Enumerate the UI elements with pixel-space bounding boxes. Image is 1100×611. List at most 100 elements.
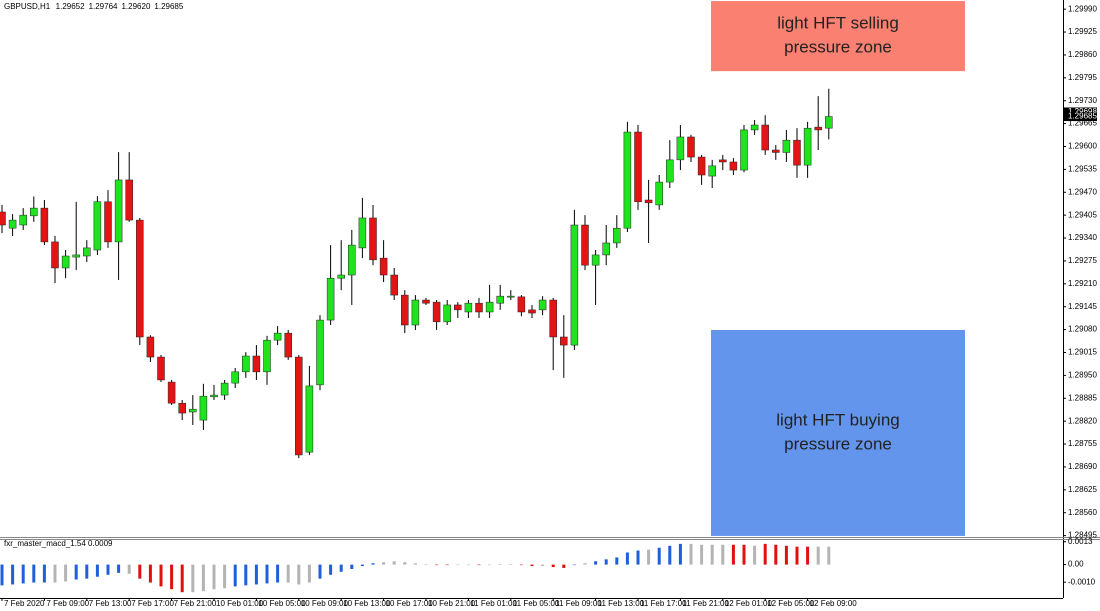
x-tick-label: 11 Feb 17:00 — [640, 599, 687, 608]
candle-body — [8, 219, 17, 229]
candle-body — [666, 159, 674, 183]
candle-body — [591, 254, 600, 266]
histogram-bar — [350, 564, 354, 569]
histogram-bar — [127, 564, 131, 574]
x-tick-label: 7 Feb 21:00 — [174, 599, 217, 608]
zone-label: pressure zone — [784, 434, 892, 453]
candle-body — [750, 124, 759, 131]
candle-body — [146, 336, 155, 358]
histogram-bar — [763, 543, 767, 565]
bid-price-label: 1.29685 — [1068, 112, 1097, 121]
candle-body — [263, 339, 271, 373]
candle-body — [252, 355, 261, 373]
candle-body — [782, 139, 791, 153]
candle-body — [613, 227, 621, 244]
candle-body — [295, 356, 303, 456]
candle-body — [284, 332, 292, 358]
candle-body — [178, 402, 186, 414]
last-high: 1.29764 — [89, 2, 118, 11]
last-low: 1.29620 — [121, 2, 150, 11]
histogram-bar — [360, 564, 364, 567]
histogram-bar — [403, 562, 407, 565]
last-open: 1.29652 — [56, 2, 85, 11]
candle-body — [538, 299, 547, 311]
y-tick-label: 1.28495 — [1068, 531, 1097, 540]
candle-body — [708, 165, 716, 177]
y-tick-label: 1.29990 — [1068, 4, 1097, 13]
candle-body — [517, 296, 526, 313]
zones: light HFT selling pressure zone light HFT … — [711, 1, 965, 536]
candle-body — [61, 255, 70, 269]
candle-body — [411, 299, 420, 326]
histogram-bar — [774, 544, 778, 565]
candle-body — [623, 131, 632, 229]
histogram-bar — [117, 564, 121, 573]
histogram-bar — [488, 564, 492, 566]
histogram-bar — [254, 564, 258, 585]
x-tick-label: 12 Feb 05:00 — [767, 599, 815, 608]
histogram-bar — [371, 563, 375, 565]
candle-body — [549, 299, 557, 338]
histogram-bar — [498, 564, 502, 565]
histogram-bar — [445, 564, 449, 566]
histogram-bar — [233, 564, 237, 587]
histogram-bar — [519, 564, 523, 566]
histogram-bar — [583, 563, 587, 565]
x-tick-label: 11 Feb 21:00 — [682, 599, 729, 608]
y-tick-label: 1.28885 — [1068, 393, 1097, 402]
candle-body — [475, 302, 483, 313]
zone-label: light HFT selling — [777, 14, 899, 33]
histogram-bar — [286, 564, 290, 583]
histogram-bar — [551, 564, 555, 568]
x-tick-label: 11 Feb 01:00 — [470, 599, 517, 608]
candle-body — [655, 181, 663, 206]
last-close: 1.29685 — [154, 2, 183, 11]
y-tick-label: 1.29795 — [1068, 73, 1097, 82]
candle-body — [358, 217, 367, 249]
candle-body — [136, 219, 144, 338]
candle-body — [189, 408, 197, 413]
histogram-bar — [64, 564, 68, 582]
candle-body — [93, 201, 102, 251]
histogram-bar — [148, 564, 152, 583]
y-tick-label: 1.29340 — [1068, 233, 1097, 242]
candle-body — [814, 126, 822, 131]
candle-body — [114, 179, 123, 243]
candle-body — [644, 199, 653, 204]
candle-body — [401, 294, 409, 326]
candle-body — [231, 371, 239, 384]
x-tick-label: 10 Feb 13:00 — [343, 599, 391, 608]
histogram-bar — [731, 544, 735, 565]
histogram-bar — [700, 544, 704, 565]
histogram-bar — [477, 564, 481, 566]
histogram-bar — [562, 564, 566, 568]
candle-body — [51, 241, 59, 269]
histogram-bar — [0, 564, 4, 586]
histogram-bar — [159, 564, 163, 587]
histogram-bar — [53, 564, 57, 583]
zone-label: pressure zone — [784, 38, 892, 57]
histogram-bar — [806, 546, 810, 565]
zone — [711, 1, 965, 72]
y-tick-label: 1.29665 — [1068, 119, 1097, 128]
histogram-bar — [212, 564, 216, 590]
candle-body — [220, 382, 229, 396]
x-tick-label: 10 Feb 21:00 — [428, 599, 476, 608]
indicator-tick-label: 0.00 — [1068, 560, 1084, 569]
histogram-bar — [95, 564, 99, 577]
candle-body — [199, 395, 208, 421]
histogram-bar — [329, 564, 333, 575]
x-tick-label: 12 Feb 09:00 — [810, 599, 858, 608]
candle-body — [72, 254, 80, 258]
histogram-bar — [615, 557, 619, 565]
y-tick-label: 1.28755 — [1068, 439, 1097, 448]
histogram-bar — [382, 562, 386, 565]
ask-price-label-box — [1064, 107, 1097, 117]
candle-body — [326, 277, 335, 321]
y-tick-label: 1.28820 — [1068, 416, 1097, 425]
histogram-bar — [223, 564, 227, 589]
histogram-bar — [604, 559, 608, 565]
candle-body — [104, 201, 112, 243]
candle-body — [19, 214, 27, 226]
